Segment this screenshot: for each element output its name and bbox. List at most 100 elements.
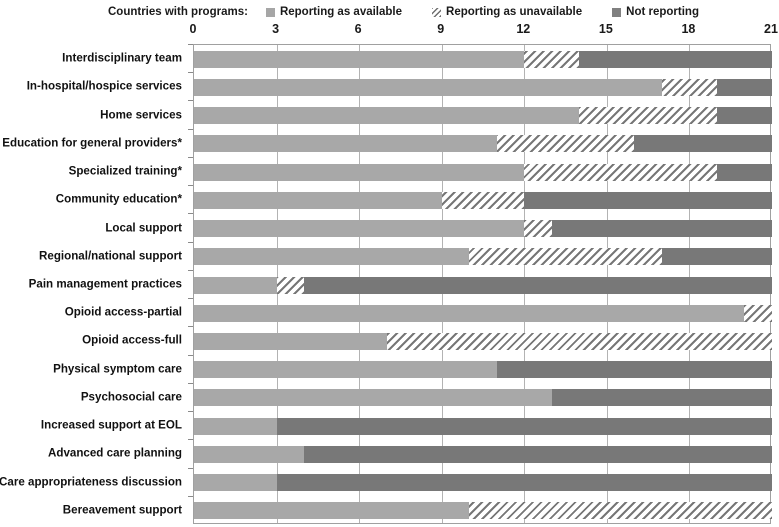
y-category-label-4: Specialized training* [68,164,182,178]
bar-segment-unavailable [744,304,772,322]
y-tick-16 [188,495,193,497]
bar-segment-notreporting [661,248,772,266]
bar-segment-notreporting [551,220,772,238]
y-axis-category-labels: Interdisciplinary team In-hospital/hospic… [0,44,193,524]
legend-label-unavailable: Reporting as unavailable [446,6,583,18]
bar-segment-unavailable [661,78,717,96]
x-tick-label-3: 3 [272,22,280,36]
legend-swatch-notreporting-icon [612,7,622,17]
bar-segment-available [194,361,497,379]
y-category-label-13: Increased support at EOL [40,418,182,432]
y-category-label-14: Advanced care planning [47,446,182,460]
y-tick-12 [188,382,193,384]
y-category-label-15: Care appropriateness discussion [0,475,182,489]
bar-segment-available [194,135,497,153]
bar-segment-available [194,304,745,322]
y-tick-10 [188,326,193,328]
y-tick-3 [188,128,193,130]
chart-legend: Countries with programs: Reporting as av… [0,2,779,22]
bar-row [194,248,772,266]
y-category-label-7: Regional/national support [39,249,182,263]
bar-segment-unavailable [524,50,580,68]
legend-entry-unavailable: Reporting as unavailable [432,6,582,18]
bar-row [194,78,772,96]
legend-label-notreporting: Not reporting [626,6,699,18]
bar-segment-notreporting [524,191,772,209]
y-tick-2 [188,100,193,102]
x-tick-label-15: 15 [598,22,613,36]
y-category-label-5: Community education* [55,192,182,206]
bar-segment-available [194,417,277,435]
bar-segment-available [194,107,580,125]
bar-segment-notreporting [579,50,772,68]
y-category-label-1: In-hospital/hospice services [26,79,182,93]
bar-segment-available [194,332,387,350]
bar-row [194,135,772,153]
bar-segment-unavailable [441,191,525,209]
bar-row [194,417,772,435]
bar-segment-notreporting [716,163,772,181]
legend-swatch-available-icon [265,7,275,17]
bar-segment-notreporting [304,276,772,294]
y-category-label-12: Psychosocial care [80,390,182,404]
y-tick-8 [188,269,193,271]
y-tick-11 [188,354,193,356]
bar-segment-available [194,50,525,68]
x-tick-label-12: 12 [516,22,531,36]
y-tick-9 [188,298,193,300]
y-tick-0 [188,44,193,45]
bar-segment-unavailable [579,107,717,125]
x-tick-label-0: 0 [189,22,197,36]
bar-row [194,445,772,463]
y-category-label-0: Interdisciplinary team [62,51,182,65]
legend-swatch-unavailable-icon [432,7,442,17]
bar-segment-unavailable [496,135,635,153]
bar-row [194,304,772,322]
bar-row [194,361,772,379]
bar-segment-available [194,163,525,181]
bar-row [194,502,772,520]
bar-row [194,276,772,294]
bar-row [194,191,772,209]
bar-segment-available [194,502,470,520]
x-axis-tick-labels: 0 3 6 9 12 15 18 21 [0,22,779,42]
bar-segment-notreporting [276,474,772,492]
bar-segment-notreporting [716,107,772,125]
bar-segment-available [194,276,277,294]
bar-segment-unavailable [469,502,772,520]
y-category-label-3: Education for general providers* [2,136,182,150]
bar-segment-available [194,248,470,266]
bar-row [194,107,772,125]
y-category-label-10: Opioid access-full [82,333,182,347]
bar-segment-notreporting [276,417,772,435]
bar-segment-unavailable [524,163,717,181]
bar-segment-unavailable [386,332,772,350]
x-tick-label-9: 9 [437,22,445,36]
bar-segment-available [194,78,662,96]
bar-segment-unavailable [524,220,552,238]
x-tick-label-18: 18 [681,22,696,36]
bar-segment-available [194,474,277,492]
bar-segment-notreporting [634,135,772,153]
bar-segment-unavailable [469,248,662,266]
legend-label-available: Reporting as available [279,6,403,18]
bar-row [194,332,772,350]
y-tick-15 [188,467,193,469]
legend-entry-available: Reporting as available [265,6,403,18]
y-category-label-9: Opioid access-partial [64,305,182,319]
bar-segment-notreporting [496,361,772,379]
bar-segment-available [194,220,525,238]
x-tick-label-6: 6 [354,22,362,36]
y-tick-6 [188,213,193,215]
bar-row [194,389,772,407]
y-tick-7 [188,241,193,243]
bar-segment-notreporting [716,78,772,96]
legend-entry-notreporting: Not reporting [612,6,699,18]
bar-segment-notreporting [551,389,772,407]
y-category-label-11: Physical symptom care [53,362,182,376]
bar-segment-available [194,191,442,209]
bar-segment-available [194,389,552,407]
bar-segment-available [194,445,305,463]
plot-area [193,44,772,524]
